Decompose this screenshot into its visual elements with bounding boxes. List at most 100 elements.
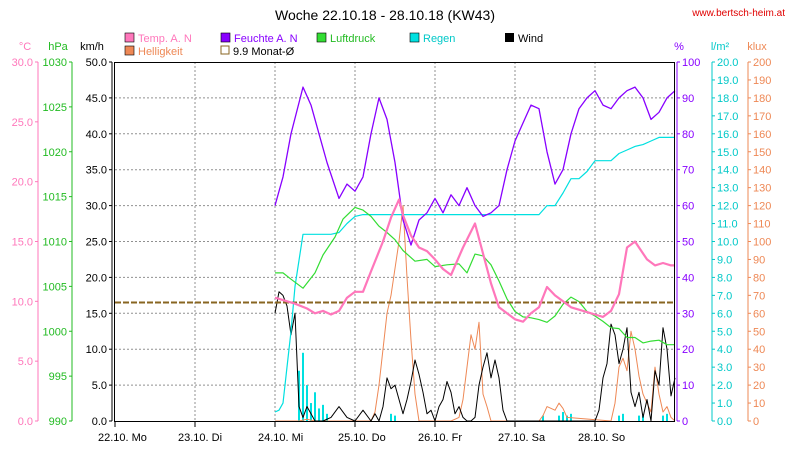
brightness-line — [275, 205, 676, 422]
site-url[interactable]: www.bertsch-heim.at — [691, 8, 785, 19]
legend-rain-swatch — [409, 32, 420, 43]
axis-tick-label-rain: 2.0 — [717, 380, 732, 392]
axis-tick-label-rain: 18.0 — [717, 93, 738, 105]
legend-pressure: Luftdruck — [316, 32, 376, 45]
axis-tick-label-brightness: 10 — [753, 398, 765, 410]
x-tick-label: 25.10. Do — [338, 432, 386, 444]
axis-tick-label-brightness: 70 — [753, 290, 765, 302]
axis-tick-label-rain: 5.0 — [717, 326, 732, 338]
rain-bar — [542, 415, 544, 421]
right-axes: 01020304050607080901000.01.02.03.04.05.0… — [676, 57, 771, 428]
axis-tick-label-brightness: 40 — [753, 344, 765, 356]
humidity-line — [274, 86, 676, 246]
rain-line — [274, 136, 675, 413]
legend-temp-label: Temp. A. N — [138, 33, 192, 45]
temp-line — [274, 198, 675, 323]
axis-tick-label-wind: 30.0 — [86, 201, 107, 213]
legend-brightness-swatch — [124, 45, 135, 56]
legend-month-avg-swatch — [220, 45, 230, 55]
axis-tick-label-rain: 13.0 — [717, 183, 738, 195]
x-tick-label: 27.10. Sa — [498, 432, 546, 444]
axis-tick-label-temp: 10.0 — [12, 296, 33, 308]
axis-tick-label-pressure: 1005 — [43, 281, 67, 293]
axis-tick-label-brightness: 110 — [753, 219, 771, 231]
legend-month-avg-label: 9.9 Monat-Ø — [233, 46, 295, 58]
rain-bar — [642, 415, 644, 421]
rain-bar — [618, 415, 620, 421]
axis-tick-label-pressure: 1030 — [43, 57, 67, 69]
plot-area — [115, 86, 676, 422]
axis-tick-label-wind: 50.0 — [86, 57, 107, 69]
axis-tick-label-brightness: 150 — [753, 147, 771, 159]
axis-tick-label-humidity: 10 — [682, 380, 694, 392]
x-tick-label: 24.10. Mi — [258, 432, 303, 444]
pressure-line — [275, 206, 675, 346]
legend-humidity-label: Feuchte A. N — [234, 33, 298, 45]
axis-tick-label-rain: 12.0 — [717, 201, 738, 213]
axis-tick-label-brightness: 200 — [753, 57, 771, 69]
legend-rain-label: Regen — [423, 33, 455, 45]
axis-tick-label-humidity: 30 — [682, 308, 694, 320]
legend: Temp. A. N Feuchte A. N Luftdruck Regen … — [124, 32, 543, 58]
rain-bar — [326, 413, 328, 421]
unit-rain: l/m² — [711, 41, 730, 53]
axis-tick-label-rain: 6.0 — [717, 308, 732, 320]
legend-pressure-swatch — [316, 32, 327, 43]
axis-tick-label-humidity: 20 — [682, 344, 694, 356]
axis-tick-label-temp: 5.0 — [18, 356, 33, 368]
axis-tick-label-wind: 45.0 — [86, 93, 107, 105]
axis-tick-label-pressure: 990 — [49, 416, 67, 428]
legend-wind: Wind — [505, 33, 543, 45]
axis-tick-label-rain: 20.0 — [717, 57, 738, 69]
axis-tick-label-rain: 19.0 — [717, 75, 738, 87]
unit-temp: °C — [19, 41, 31, 53]
axis-tick-label-brightness: 180 — [753, 93, 771, 105]
axis-tick-label-brightness: 60 — [753, 308, 765, 320]
axis-tick-label-brightness: 20 — [753, 380, 765, 392]
axis-tick-label-brightness: 120 — [753, 201, 771, 213]
unit-pressure: hPa — [48, 41, 68, 53]
chart-title: Woche 22.10.18 - 28.10.18 (KW43) — [275, 7, 495, 23]
rain-bar — [662, 415, 664, 421]
axis-tick-label-humidity: 70 — [682, 165, 694, 177]
rain-bar — [622, 413, 624, 421]
legend-temp: Temp. A. N — [124, 32, 192, 45]
axis-tick-label-humidity: 0 — [682, 416, 688, 428]
rain-bar — [666, 413, 668, 421]
axis-tick-label-temp: 25.0 — [12, 117, 33, 129]
axis-tick-label-rain: 4.0 — [717, 344, 732, 356]
axis-tick-label-rain: 1.0 — [717, 398, 732, 410]
axis-tick-label-pressure: 1015 — [43, 192, 67, 204]
axis-tick-label-wind: 25.0 — [86, 237, 107, 249]
rain-bar — [562, 412, 564, 421]
axis-tick-label-pressure: 995 — [49, 371, 67, 383]
axis-tick-label-brightness: 190 — [753, 75, 771, 87]
x-tick-label: 26.10. Fr — [418, 432, 462, 444]
axis-tick-label-humidity: 80 — [682, 129, 694, 141]
axis-tick-label-rain: 8.0 — [717, 272, 732, 284]
axis-units: °C hPa km/h % l/m² klux — [19, 41, 767, 53]
axis-tick-label-wind: 10.0 — [86, 344, 107, 356]
legend-pressure-label: Luftdruck — [330, 33, 376, 45]
legend-rain: Regen — [409, 32, 455, 45]
x-tick-label: 23.10. Di — [178, 432, 222, 444]
axis-tick-label-humidity: 50 — [682, 237, 694, 249]
axis-tick-label-temp: 30.0 — [12, 57, 33, 69]
axis-tick-label-brightness: 0 — [753, 416, 759, 428]
legend-humidity: Feuchte A. N — [220, 32, 298, 45]
rain-bar — [314, 392, 316, 421]
axis-tick-label-humidity: 100 — [682, 57, 700, 69]
rain-bar — [390, 413, 392, 421]
plot-frame — [114, 62, 675, 422]
rain-bar — [394, 415, 396, 421]
rain-bar — [310, 403, 312, 421]
axis-tick-label-wind: 40.0 — [86, 129, 107, 141]
axis-tick-label-brightness: 30 — [753, 362, 765, 374]
axis-tick-label-humidity: 60 — [682, 201, 694, 213]
axis-tick-label-rain: 11.0 — [717, 219, 738, 231]
axis-tick-label-rain: 16.0 — [717, 129, 738, 141]
rain-bar — [558, 415, 560, 421]
x-tick-label: 28.10. So — [578, 432, 625, 444]
axis-tick-label-humidity: 90 — [682, 93, 694, 105]
